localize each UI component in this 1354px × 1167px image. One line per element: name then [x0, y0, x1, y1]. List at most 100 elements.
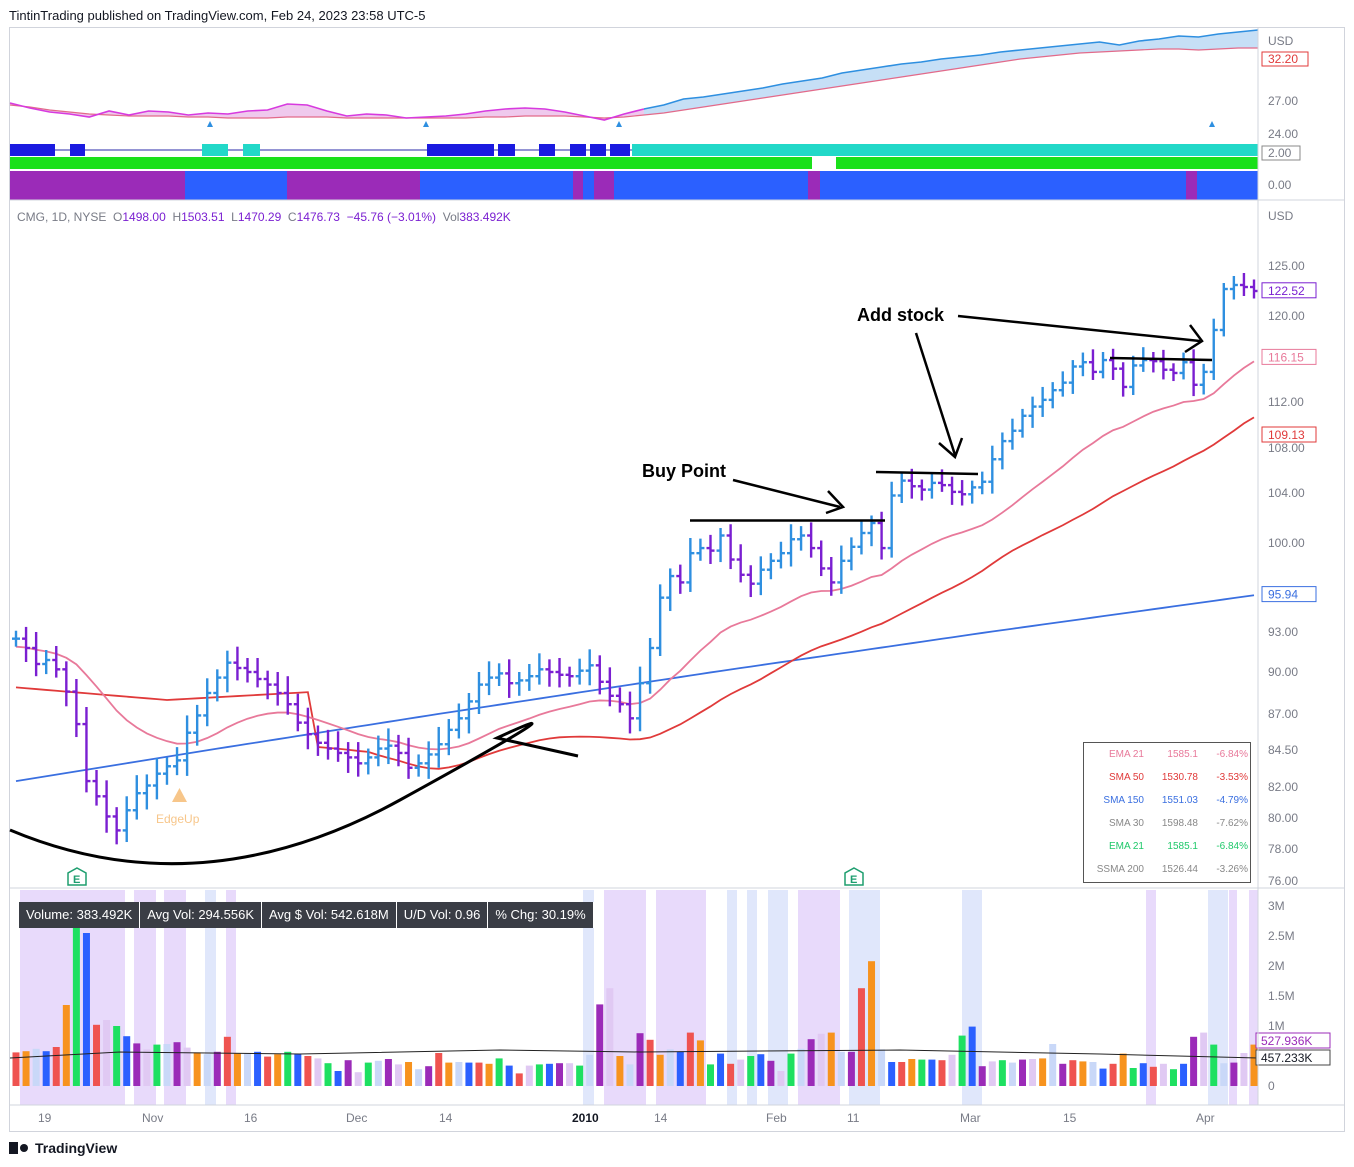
volume-bar — [837, 1051, 845, 1086]
vstat-avg-dollar-vol: Avg $ Vol: 542.618M — [262, 902, 397, 928]
ma-cell-pct: -4.79% — [1216, 795, 1248, 806]
volume-bar — [1049, 1044, 1057, 1086]
ma-cell-pct: -6.84% — [1216, 749, 1248, 760]
volume-bar — [1059, 1063, 1067, 1086]
sma50-line — [15, 416, 1255, 770]
volume-highlight-band — [1229, 890, 1237, 1105]
volume-bar — [1180, 1063, 1188, 1086]
volume-bar — [586, 1054, 594, 1086]
add-pivot-line-2 — [1109, 356, 1213, 362]
band-row3-segment — [1197, 171, 1258, 200]
volume-bar — [676, 1051, 684, 1086]
band-row3-segment — [1186, 171, 1197, 200]
volume-bar — [284, 1051, 292, 1086]
volume-bar — [1190, 1036, 1198, 1086]
volume-bar — [495, 1058, 503, 1086]
band-row1-segment — [70, 144, 85, 156]
volume-tag: 527.936K — [1261, 1034, 1312, 1048]
volume-bar — [747, 1056, 755, 1086]
volume-bar — [666, 1049, 674, 1086]
volume-bar — [696, 1040, 704, 1086]
x-axis-label: Mar — [960, 1111, 981, 1125]
volume-bar — [1079, 1061, 1087, 1086]
band-row1-segment — [590, 144, 606, 156]
add-stock-label: Add stock — [857, 305, 945, 325]
volume-bar — [1129, 1068, 1137, 1086]
volume-bar — [193, 1052, 201, 1086]
vstat-avg-vol: Avg Vol: 294.556K — [140, 902, 262, 928]
volume-bar — [847, 1051, 855, 1086]
volume-bar — [203, 1054, 211, 1086]
band-row3-segment — [820, 171, 1186, 200]
volume-bar — [1220, 1063, 1228, 1086]
vstat-ud-vol: U/D Vol: 0.96 — [396, 902, 489, 928]
band-row3-segment — [808, 171, 820, 200]
change-value: −45.76 (−3.01%) — [346, 210, 437, 224]
ma-cell-name: SMA 50 — [1108, 772, 1144, 783]
x-axis-label: 2010 — [572, 1111, 599, 1125]
rs-new-high-marker — [423, 121, 429, 127]
ma-cell-name: SMA 150 — [1103, 795, 1144, 806]
volume-bar — [233, 1053, 241, 1086]
volume-bar — [616, 1056, 624, 1086]
volume-bar — [978, 1066, 986, 1086]
volume-bar — [1200, 1032, 1208, 1086]
volume-bar — [737, 1059, 745, 1086]
price-ytick: 87.00 — [1268, 707, 1298, 721]
volume-bar — [1240, 1053, 1248, 1086]
high-label: H — [172, 210, 182, 224]
rs-ytick: 24.00 — [1268, 127, 1298, 141]
volume-bar — [787, 1053, 795, 1086]
earnings-icon — [844, 867, 864, 886]
x-axis-label: 19 — [38, 1111, 52, 1125]
ma-cell-pct: -3.53% — [1216, 772, 1248, 783]
ma-cell-name: EMA 21 — [1108, 841, 1144, 852]
band-row3-segment — [594, 171, 614, 200]
band-tag: 2.00 — [1268, 146, 1292, 160]
x-axis-label: 15 — [1063, 1111, 1077, 1125]
volume-bar — [82, 933, 90, 1086]
buy-point-label: Buy Point — [642, 461, 726, 481]
volume-stats: Volume: 383.492K Avg Vol: 294.556K Avg $… — [19, 902, 594, 928]
band-tag: 0.00 — [1268, 178, 1292, 192]
band-row1-segment — [10, 144, 55, 156]
volume-bar — [384, 1059, 392, 1086]
volume-bar — [264, 1056, 272, 1086]
volume-bar — [817, 1033, 825, 1086]
volume-bar — [143, 1049, 151, 1086]
band-row3-segment — [420, 171, 573, 200]
ma-row: SMA 150 1551.03 -4.79% — [1084, 789, 1250, 812]
volume-tag-box — [1255, 1032, 1331, 1049]
x-axis-label: 14 — [439, 1111, 453, 1125]
price-ytick: 112.00 — [1268, 395, 1304, 409]
volume-ytick: 1M — [1268, 1019, 1285, 1033]
earnings-label: E — [850, 874, 857, 886]
edgeup-triangle-icon — [172, 788, 187, 802]
volume-bar — [133, 1043, 141, 1086]
ma-table: EMA 21 1585.1 -6.84% SMA 50 1530.78 -3.53% SMA… — [1083, 742, 1251, 883]
price-tag: 122.52 — [1268, 284, 1305, 298]
volume-bar — [646, 1039, 654, 1086]
band-row1-segment — [427, 144, 494, 156]
band-row3-segment — [583, 171, 594, 200]
volume-bar — [1210, 1044, 1218, 1086]
volume-bar — [173, 1042, 181, 1086]
chart-frame — [9, 27, 1345, 1132]
publish-header: TintinTrading published on TradingView.c… — [9, 8, 426, 23]
x-axis-label: Dec — [346, 1111, 367, 1125]
band-row1-segment — [610, 144, 630, 156]
price-tag: 95.94 — [1268, 588, 1298, 602]
volume-bar — [898, 1062, 906, 1086]
x-axis-label: 14 — [654, 1111, 668, 1125]
price-ytick: 78.00 — [1268, 842, 1298, 856]
volume-bar — [686, 1032, 694, 1086]
volume-bar — [1099, 1068, 1107, 1086]
ma-row: SSMA 200 1526.44 -3.26% — [1084, 858, 1250, 881]
volume-ytick: 2.5M — [1268, 929, 1295, 943]
volume-bar — [857, 988, 865, 1086]
volume-bar — [767, 1060, 775, 1086]
ma-cell-name: SSMA 200 — [1096, 864, 1144, 875]
volume-bar — [22, 1051, 30, 1086]
volume-highlight-band — [727, 890, 737, 1105]
